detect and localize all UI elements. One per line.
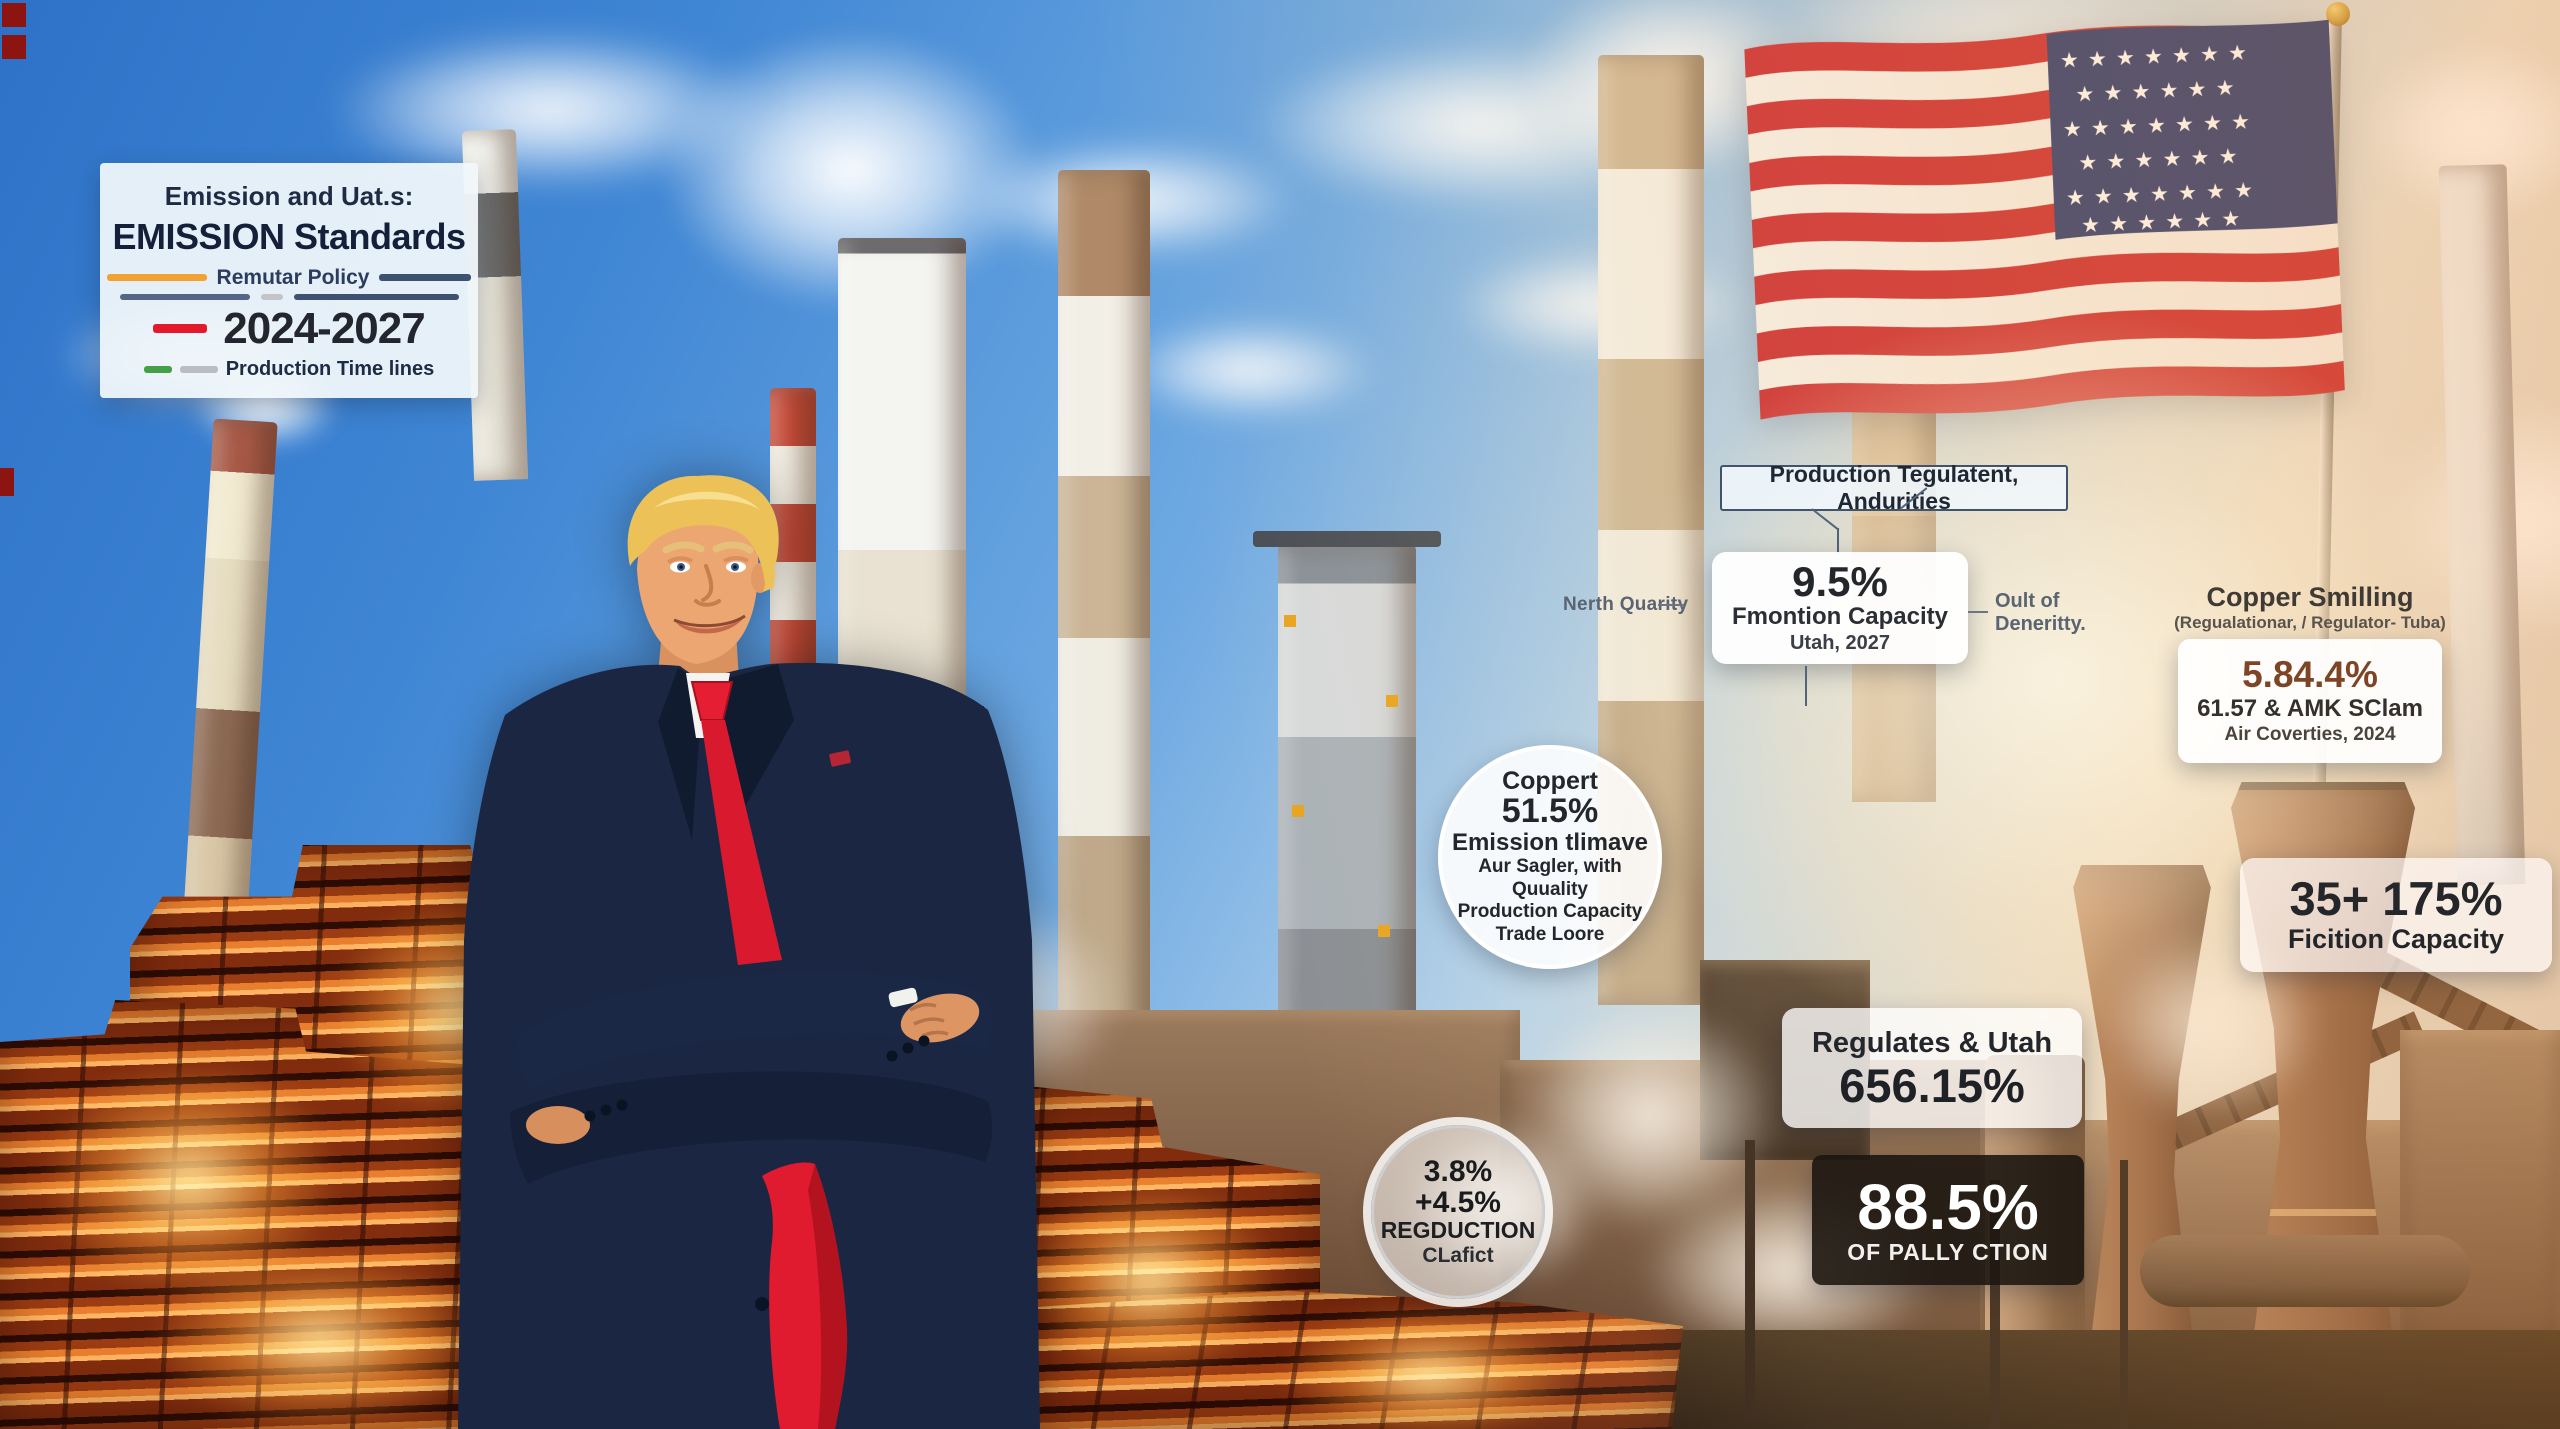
smelting-callout: Copper Smilling (Regualationar, / Regula… (2130, 582, 2490, 763)
fiction-value: 35+ 175% (2289, 872, 2503, 925)
oult-line1: Oult of (1995, 590, 2060, 612)
copper-glow (1020, 1180, 1280, 1380)
capacity-value: 9.5% (1792, 558, 1888, 606)
fiction-label: Ficition Capacity (2287, 924, 2505, 954)
legend-row-policy: Remutar Policy (106, 265, 472, 290)
column-platform (1253, 531, 1441, 547)
legend-timeline-label: Production Time lines (225, 357, 435, 380)
bracket-stem (1837, 528, 1839, 554)
horizontal-tank (2140, 1235, 2470, 1307)
legend-subtitle: Emission and Uat.s: (164, 180, 414, 211)
share-value: 88.5% (1857, 1170, 2039, 1243)
reduction-value1: 3.8% (1423, 1155, 1493, 1189)
flag-pole-finial (2326, 2, 2350, 26)
legend-row-timeline: Production Time lines (143, 357, 435, 381)
capacity-card: 9.5% Fmontion Capacity Utah, 2027 (1712, 552, 1968, 664)
orange-line-swatch (106, 274, 207, 281)
yellow-fixture (1292, 805, 1304, 817)
legend-row-lines (119, 293, 459, 300)
regulates-card: Regulates & Utah 656.15% (1782, 1008, 2082, 1128)
red-line-swatch (153, 324, 208, 333)
corner-marker (2, 35, 26, 59)
production-title-text: Production Tegulatent, Andurities (1769, 461, 2019, 514)
american-flag: ★★★★★★★ ★★★★★★ ★★★★★★★ ★★★★★★ ★★★★★★★ ★★… (1744, 17, 2346, 422)
smelting-line1: 61.57 & AMK SClam (2197, 695, 2423, 723)
capacity-label: Fmontion Capacity (1731, 603, 1948, 631)
reduction-circle: 3.8% +4.5% REGDUCTION CLafict (1371, 1125, 1545, 1299)
share-label: OF PALLY CTION (1847, 1238, 2049, 1265)
coppert-line3: Quuality (1511, 878, 1588, 900)
nerth-label: Nerth Quarity (1563, 594, 1689, 615)
coppert-line2: Aur Sagler, with (1478, 856, 1622, 878)
legend-policy-label: Remutar Policy (216, 265, 370, 289)
yellow-fixture (1386, 695, 1398, 707)
capacity-sub: Utah, 2027 (1789, 631, 1891, 654)
coppert-title: Coppert (1502, 767, 1598, 796)
copper-glow (150, 1250, 490, 1429)
coppert-line1: Emission tlimave (1451, 828, 1649, 856)
capacity-stem (1805, 666, 1807, 706)
nerth-dash (1658, 604, 1684, 606)
reduction-value2: +4.5% (1415, 1185, 1501, 1219)
cloud (1120, 320, 1380, 420)
legend-row-years: 2024-2027 (153, 303, 426, 354)
oult-label: Oult of Deneritty. (1995, 590, 2086, 636)
green-line-swatch (143, 365, 172, 373)
tower-rim (2230, 782, 2416, 790)
smelting-title: Copper Smilling (2206, 582, 2414, 612)
regulates-value: 656.15% (1839, 1059, 2025, 1112)
yellow-fixture (1284, 615, 1296, 627)
coppert-value: 51.5% (1501, 792, 1599, 831)
coppert-line5: Trade Loore (1495, 923, 1605, 945)
oult-dash (1968, 611, 1988, 613)
smelting-line2: Air Coverties, 2024 (2224, 724, 2396, 746)
smelting-value: 5.84.4% (2242, 653, 2378, 695)
oult-line2: Deneritty. (1995, 613, 2086, 635)
navy-line-swatch (119, 293, 250, 300)
legend-box: Emission and Uat.s: EMISSION Standards R… (100, 163, 478, 398)
legend-title: EMISSION Standards (112, 215, 466, 257)
yellow-fixture (1378, 925, 1390, 937)
production-title-callout: Production Tegulatent, Andurities (1720, 461, 2068, 514)
fiction-card: 35+ 175% Ficition Capacity (2240, 858, 2552, 972)
navy-line-swatch (379, 274, 472, 281)
gray-dash-swatch (260, 293, 283, 300)
edge-marker (0, 468, 14, 496)
regulates-label: Regulates & Utah (1811, 1027, 2053, 1059)
legend-year-range: 2024-2027 (223, 303, 425, 353)
trump-figure (458, 475, 1040, 1429)
copper-glow (1280, 1310, 1580, 1429)
share-card: 88.5% OF PALLY CTION (1812, 1155, 2084, 1285)
pole-silhouette (2120, 1160, 2128, 1429)
smelting-subtitle: (Regualationar, / Regulator- Tuba) (2174, 613, 2446, 632)
coppert-circle: Coppert 51.5% Emission tlimave Aur Sagle… (1438, 745, 1662, 969)
smelting-card: 5.84.4% 61.57 & AMK SClam Air Coverties,… (2178, 639, 2442, 763)
corner-marker (2, 3, 26, 27)
navy-line-swatch (293, 293, 459, 300)
coppert-line4: Production Capacity (1457, 901, 1643, 923)
reduction-label1: REGDUCTION (1380, 1217, 1536, 1244)
reduction-label2: CLafict (1422, 1243, 1494, 1267)
gray-line-swatch (179, 365, 218, 373)
pole-silhouette (1745, 1140, 1755, 1420)
